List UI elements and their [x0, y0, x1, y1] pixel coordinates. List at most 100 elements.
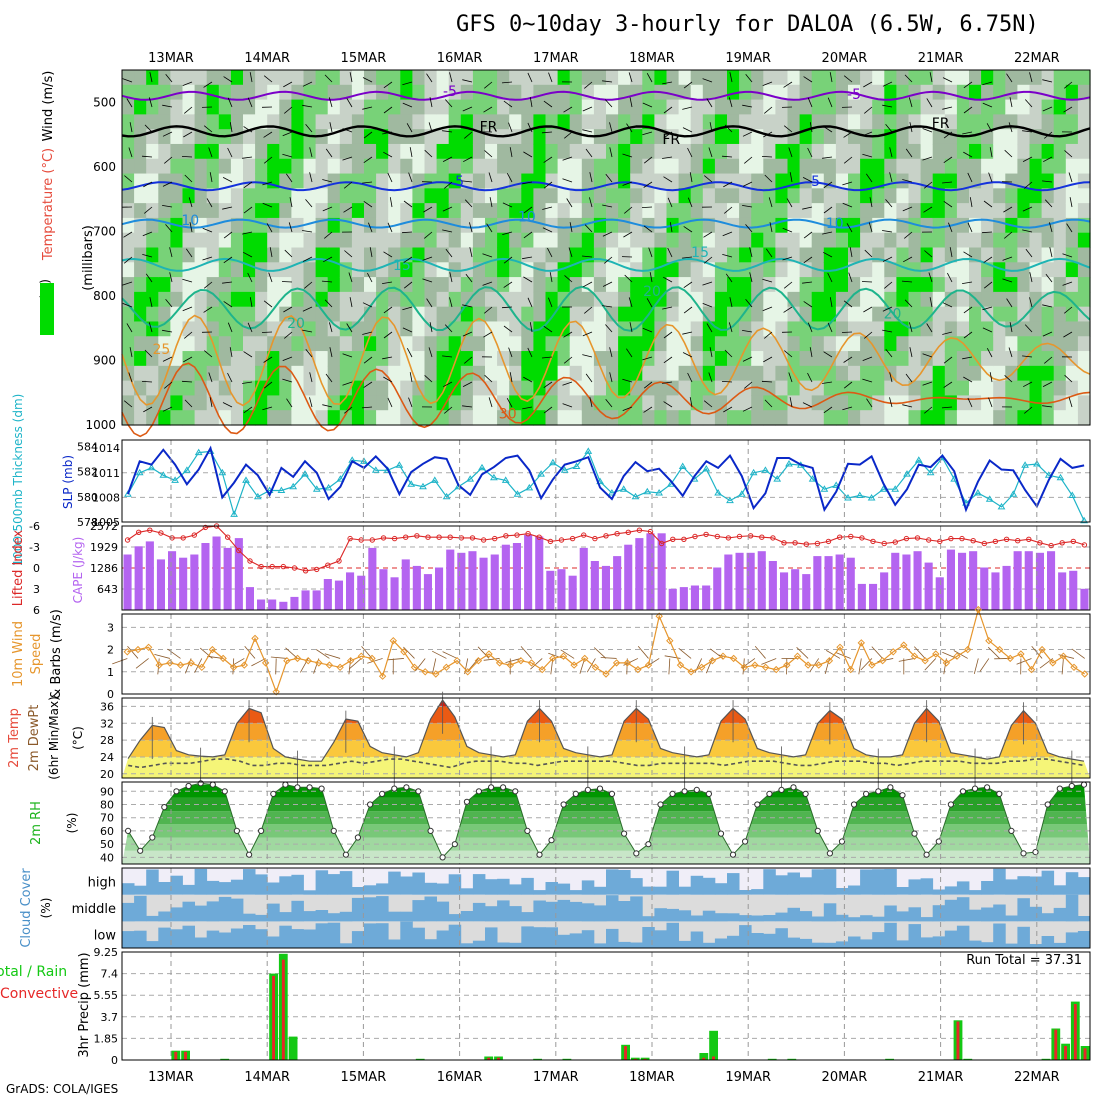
rh-cell [339, 143, 353, 160]
rh-cell [799, 99, 813, 115]
wind-barb [646, 298, 653, 308]
rh-cell [823, 277, 837, 293]
rh-cell [993, 158, 1006, 175]
wind10m-marker [219, 654, 227, 663]
rh-cell [412, 410, 426, 426]
wind-barb [409, 147, 413, 158]
rh-cell [448, 188, 462, 204]
wind-barb [1029, 72, 1033, 83]
wind-barb [823, 406, 833, 414]
pressure-tick: 800 [93, 289, 116, 303]
wind-barb [924, 406, 933, 414]
rh-cell [872, 70, 885, 86]
cape-bar [846, 557, 855, 610]
cloud-cell [835, 941, 849, 948]
cloud-cell [1053, 885, 1067, 895]
wind-barb [249, 297, 253, 308]
cloud-cell [751, 889, 764, 895]
li-marker [380, 535, 387, 541]
wind-barb [942, 331, 953, 335]
wind-label: Wind (m/s) [41, 71, 56, 142]
rh2m-marker [875, 788, 882, 795]
wind-barb [223, 256, 233, 264]
wind10m-marker [921, 656, 929, 665]
wind-barb [328, 97, 333, 108]
rh-cell [956, 188, 970, 204]
contour-label: 20 [643, 284, 661, 300]
wind10m-barb [530, 658, 543, 670]
rh-cell [642, 321, 655, 337]
rh-cell [267, 188, 280, 204]
pressure-tick: 600 [93, 160, 116, 174]
rh-cell [751, 188, 764, 204]
wind-barb [1044, 199, 1053, 208]
rh-cell [884, 84, 897, 101]
wind-barb [165, 73, 173, 83]
rh-cell [327, 351, 341, 367]
rh-cell [1005, 247, 1018, 263]
rh-cell [243, 336, 256, 352]
wind-barb [584, 224, 593, 233]
wind-barb [642, 327, 653, 333]
rh-cell [714, 395, 728, 411]
rh-cell [593, 262, 607, 278]
wind10m-barb [442, 651, 458, 659]
rh-cell [448, 291, 462, 308]
rh-cell [799, 143, 813, 160]
isotherm-line [121, 257, 1091, 272]
rh-cell [448, 129, 462, 145]
rh-cell [642, 143, 655, 160]
rh-cell [932, 158, 946, 175]
wind-barb [942, 181, 953, 184]
rh-cell [400, 99, 413, 115]
date-tick-bottom: 20MAR [822, 1070, 868, 1085]
rh-cell [1029, 291, 1043, 308]
rh-cell [908, 365, 922, 382]
rh-cell [775, 247, 789, 263]
wind-barb [662, 381, 673, 384]
rh-cell [787, 203, 801, 219]
rh-cell [860, 158, 873, 175]
wind-barb [562, 403, 573, 408]
rh-cell [521, 203, 534, 219]
rh-cell [642, 395, 655, 411]
rh-cell [642, 158, 655, 175]
li-marker [336, 558, 342, 564]
rh-cell [134, 70, 147, 86]
wind-barb [1049, 247, 1053, 258]
wind-barb [502, 231, 513, 235]
wind-barb [442, 355, 453, 358]
rh2m-marker [838, 838, 846, 845]
cloud-cell [884, 869, 897, 895]
li-marker [503, 533, 509, 539]
rh-cell [884, 158, 897, 175]
rh-cell [376, 395, 389, 411]
wind10m-marker [570, 661, 578, 669]
rh-cell [823, 410, 837, 426]
rh-cell [1017, 291, 1031, 308]
wind-barb [442, 156, 453, 162]
rh-cell [932, 70, 946, 86]
wind-barb [449, 72, 453, 83]
wind10m-marker [995, 645, 1004, 654]
rh-cell [194, 321, 208, 337]
wind-barb [489, 197, 493, 208]
wind10m-marker [155, 661, 163, 669]
wind-barb [329, 122, 333, 133]
rh-cell [376, 70, 389, 86]
rh-cell [327, 321, 341, 337]
wind-barb [769, 222, 773, 233]
wind-barb [342, 128, 353, 133]
li-line [127, 525, 1085, 572]
rh-cell [279, 99, 292, 115]
rh-cell [436, 291, 450, 308]
wind-barb [523, 206, 533, 214]
wind-barb [503, 100, 513, 108]
cloud-level-label: low [94, 929, 117, 944]
wind10m-marker [985, 636, 993, 645]
wind-barb [426, 73, 433, 83]
wind10m-marker [836, 643, 844, 652]
wind-barb [263, 381, 273, 389]
rh-cell [920, 158, 934, 175]
